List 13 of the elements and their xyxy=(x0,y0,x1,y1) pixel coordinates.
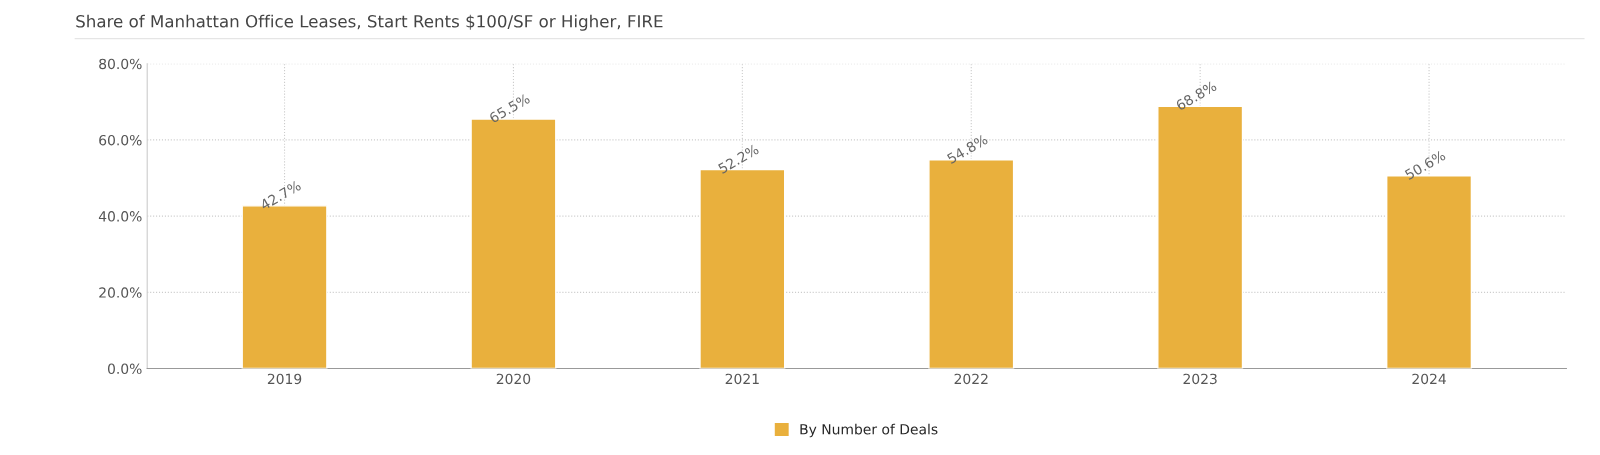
y-tick-label: 20.0% xyxy=(99,287,142,298)
x-tick-label: 2023 xyxy=(1183,373,1217,385)
x-tick-label: 2022 xyxy=(954,373,988,385)
x-tick-label: 2021 xyxy=(725,373,759,385)
x-tick-label: 2020 xyxy=(496,373,531,385)
y-tick-label: 60.0% xyxy=(99,134,142,146)
x-tick-label: 2019 xyxy=(267,373,302,385)
y-tick-label: 80.0% xyxy=(99,58,142,70)
chart-title: Share of Manhattan Office Leases, Start Rents $100/SF or Higher, FIRE xyxy=(76,14,663,31)
x-tick-label: 2024 xyxy=(1412,373,1446,385)
y-tick-label: 0.0% xyxy=(107,363,142,375)
y-tick-label: 40.0% xyxy=(98,211,142,222)
legend-label: By Number of Deals xyxy=(800,423,938,438)
